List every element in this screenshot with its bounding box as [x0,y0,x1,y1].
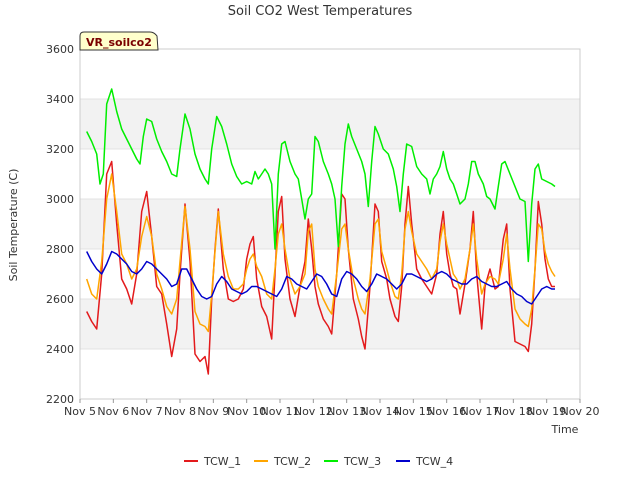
x-tick-label: Nov 8 [164,405,196,418]
y-tick-label: 2400 [46,343,74,356]
legend-label: TCW_4 [415,455,453,468]
y-tick-label: 3200 [46,143,74,156]
chart-title: Soil CO2 West Temperatures [228,4,413,19]
grid-band [80,199,580,249]
series-line-tcw-3 [86,88,556,263]
grid-bands [80,49,580,399]
x-tick-label: Nov 11 [261,405,300,418]
x-axis-label: Time [551,423,579,436]
y-tick-label: 3400 [46,93,74,106]
y-axis-ticks: 2200 2400 2600 2800 3000 3200 3400 3600 [46,43,74,406]
x-tick-label: Nov 20 [561,405,600,418]
y-axis-label: Soil Temperature (C) [7,169,20,282]
x-tick-label: Nov 13 [327,405,366,418]
series-line-tcw-4 [86,250,555,305]
x-tick-label: Nov 17 [461,405,500,418]
y-tick-label: 2600 [46,293,74,306]
badge: VR_soilco2 [79,31,159,51]
x-tick-label: Nov 12 [294,405,333,418]
x-tick-label: Nov 6 [97,405,129,418]
x-tick-label: Nov 15 [394,405,433,418]
x-tick-label: Nov 9 [197,405,229,418]
grid-band [80,349,580,399]
grid-band [80,299,580,349]
y-tick-label: 3000 [46,193,74,206]
x-tick-label: Nov 14 [361,405,400,418]
x-tick-label: Nov 16 [427,405,466,418]
x-tick-label: Nov 10 [227,405,266,418]
legend-label: TCW_2 [273,455,311,468]
badge-label: VR_soilco2 [86,36,152,49]
x-tick-label: Nov 7 [131,405,163,418]
y-tick-label: 3600 [46,43,74,56]
plot-frame [79,48,581,400]
y-tick-label: 2800 [46,243,74,256]
series-line-tcw-1 [86,160,555,375]
grid-band [80,149,580,199]
legend-label: TCW_3 [343,455,381,468]
series-layer [85,88,556,375]
x-tick-label: Nov 18 [494,405,533,418]
legend: TCW_1 TCW_2 TCW_3 TCW_4 [184,455,453,468]
x-tick-label: Nov 19 [527,405,566,418]
grid-band [80,49,580,99]
legend-label: TCW_1 [203,455,241,468]
badge-box [79,31,159,51]
x-tick-label: Nov 5 [64,405,96,418]
grid-band [80,99,580,149]
y-tick-label: 2200 [46,393,74,406]
